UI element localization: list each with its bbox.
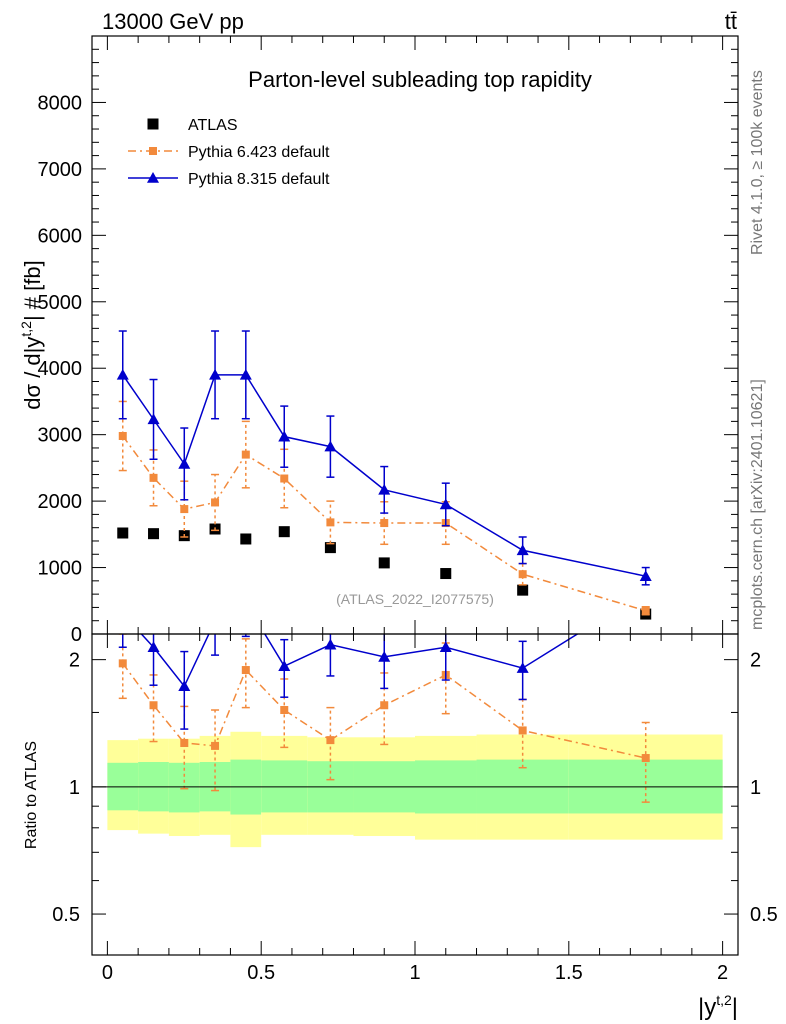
main-y-axis-label: dσ / d|yt,2| # [fb]: [18, 260, 45, 409]
ratio-point: [518, 726, 527, 735]
ratio-point: [326, 736, 335, 745]
data-point: [378, 557, 390, 569]
legend-marker: [149, 147, 157, 155]
legend-entry: Pythia 8.315 default: [188, 171, 330, 188]
legend-entry: ATLAS: [188, 117, 238, 134]
legend-entry: Pythia 6.423 default: [188, 144, 330, 161]
data-point: [380, 519, 389, 528]
source-annotation: (ATLAS_2022_I2077575): [336, 591, 494, 607]
ratio-point: [378, 650, 391, 662]
ratio-y-tick-label-right: 0.5: [750, 904, 778, 926]
data-point: [324, 440, 337, 452]
energy-label: 13000 GeV pp: [102, 9, 244, 34]
main-y-tick-label: 2000: [38, 491, 83, 513]
ratio-y-tick-label-right: 1: [750, 777, 761, 799]
data-point: [639, 570, 652, 581]
data-point: [118, 431, 127, 440]
ratio-point: [516, 662, 529, 673]
data-point: [440, 568, 452, 580]
ratio-point: [640, 585, 652, 596]
process-label: tt̄: [725, 9, 737, 34]
data-point: [178, 457, 191, 469]
data-point: [147, 413, 160, 425]
ratio-frame: [91, 633, 739, 956]
ratio-point: [211, 741, 220, 750]
data-point: [180, 505, 189, 514]
data-point: [148, 528, 160, 540]
main-y-tick-label: 7000: [38, 159, 83, 181]
data-point: [324, 542, 336, 554]
legend: ATLAS Pythia 6.423 default Pythia 8.315 de…: [128, 117, 330, 188]
ratio-point: [278, 660, 291, 671]
main-y-tick-label: 5000: [38, 292, 83, 314]
rivet-label: Rivet 4.1.0, ≥ 100k events: [749, 70, 766, 255]
ratio-y-axis-label: Ratio to ATLAS: [23, 741, 40, 849]
ratio-point: [149, 701, 158, 710]
data-point: [278, 430, 291, 442]
data-point: [117, 527, 129, 539]
x-axis-label: |yt,2|: [698, 992, 738, 1021]
x-tick-label: 1: [409, 962, 420, 984]
data-point: [278, 526, 290, 538]
main-y-tick-label: 0: [71, 624, 82, 646]
ratio-series-pythia-8-315-default: [117, 585, 652, 730]
ratio-y-tick-label-right: 2: [750, 650, 761, 672]
main-y-tick-label: 4000: [38, 358, 83, 380]
ratio-point: [178, 680, 191, 692]
ratio-point: [117, 608, 129, 619]
ratio-point: [147, 641, 160, 653]
ratio-line: [122, 662, 646, 759]
data-point: [641, 606, 650, 615]
ratio-point: [240, 597, 252, 608]
data-point: [241, 450, 250, 459]
data-point: [378, 483, 391, 495]
ratio-point: [641, 754, 650, 763]
ratio-point: [280, 706, 289, 715]
main-panel: 0 1000 2000 3000 4000 5000 6000 7000 8000 Parton…: [18, 35, 739, 646]
data-point: [516, 544, 529, 556]
ratio-y-tick-label: 1: [69, 777, 80, 799]
data-point: [209, 368, 222, 380]
ratio-point: [209, 615, 221, 626]
main-y-tick-label: 8000: [38, 92, 83, 114]
main-y-tick-label: 6000: [38, 225, 83, 247]
ratio-point: [118, 659, 127, 668]
ratio-point: [324, 638, 337, 650]
ratio-y-tick-label: 2: [69, 650, 80, 672]
data-point: [517, 584, 529, 596]
main-title: Parton-level subleading top rapidity: [248, 67, 592, 92]
legend-marker: [147, 172, 159, 183]
mcplots-label: mcplots.cern.ch [arXiv:2401.10621]: [749, 379, 766, 630]
legend-marker: [147, 118, 159, 130]
ratio-y-tick-label: 0.5: [52, 904, 80, 926]
x-tick-label: 0: [102, 962, 113, 984]
x-tick-label: 1.5: [555, 962, 583, 984]
data-point: [280, 474, 289, 483]
data-point: [518, 570, 527, 579]
ratio-panel: 0.5 0.5 1 1 2 2 0 0.5 1 1.5 2 Ratio to ATLAS |yt,2…: [23, 585, 778, 1021]
main-y-tick-label: 1000: [38, 558, 83, 580]
data-point: [211, 498, 220, 507]
series-pythia-8-315-default: [116, 330, 652, 586]
data-point: [240, 533, 252, 545]
ratio-point: [439, 641, 452, 653]
x-tick-label: 0.5: [247, 962, 275, 984]
data-point: [326, 518, 335, 527]
data-point: [439, 498, 452, 510]
ratio-point: [241, 666, 250, 675]
data-point: [239, 368, 252, 380]
ratio-point: [380, 701, 389, 710]
data-point: [116, 368, 129, 380]
x-tick-label: 2: [717, 962, 728, 984]
data-point: [149, 473, 158, 482]
ratio-point: [180, 738, 189, 747]
main-y-tick-label: 3000: [38, 425, 83, 447]
